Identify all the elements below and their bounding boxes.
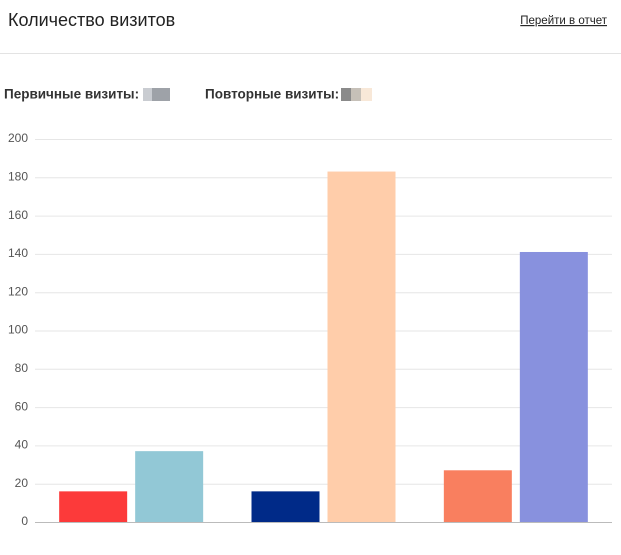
plot: 0 20 40 60 80 100 120 140 160 180 200 <box>8 131 612 528</box>
y-tick-label: 0 <box>21 514 28 528</box>
y-tick-label: 160 <box>8 208 28 222</box>
bar <box>519 251 588 523</box>
y-tick-label: 100 <box>8 323 28 337</box>
y-tick-label: 120 <box>8 284 28 298</box>
blurred-value <box>143 88 170 101</box>
bar <box>251 491 320 522</box>
y-tick-label: 80 <box>15 361 29 375</box>
bar <box>327 171 396 522</box>
report-link[interactable]: Перейти в отчет <box>520 15 607 27</box>
y-tick-label: 20 <box>15 476 29 490</box>
bar <box>443 470 512 522</box>
y-tick-label: 140 <box>8 246 28 260</box>
repeat-label: Повторные визиты: <box>205 87 339 102</box>
y-tick-label: 40 <box>15 438 29 452</box>
y-tick-label: 200 <box>8 131 28 145</box>
blurred-value <box>341 88 372 101</box>
bar <box>135 451 204 522</box>
primary-label: Первичные визиты: <box>4 87 139 102</box>
bar <box>59 491 128 522</box>
widget-title: Количество визитов <box>8 10 175 30</box>
y-tick-label: 60 <box>15 399 29 413</box>
y-tick-label: 180 <box>8 169 28 183</box>
